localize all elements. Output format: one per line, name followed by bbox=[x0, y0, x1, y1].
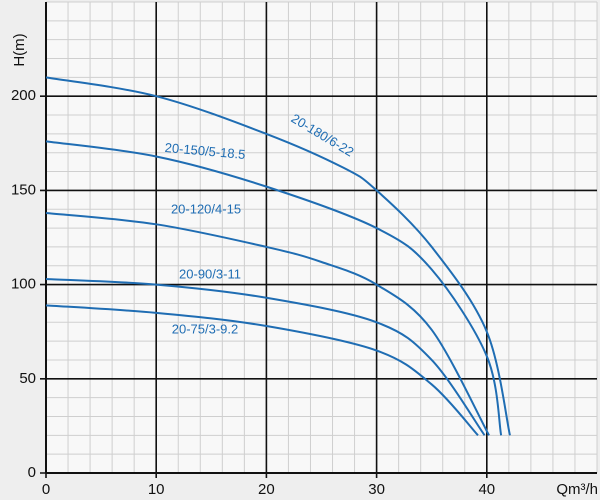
x-axis-label: Qm³/h bbox=[556, 481, 598, 498]
y-tick-label: 50 bbox=[19, 370, 36, 387]
y-tick-label: 0 bbox=[28, 464, 36, 481]
y-tick-label: 150 bbox=[11, 181, 36, 198]
y-tick-label: 100 bbox=[11, 276, 36, 293]
plot-area bbox=[46, 2, 597, 473]
curve-label: 20-75/3-9.2 bbox=[172, 321, 239, 336]
pump-curve bbox=[45, 76, 511, 436]
x-tick-label: 40 bbox=[478, 481, 495, 498]
x-tick-label: 10 bbox=[148, 481, 165, 498]
pump-curve bbox=[45, 277, 486, 436]
curve-label: 20-150/5-18.5 bbox=[164, 140, 246, 162]
pump-curve bbox=[45, 304, 479, 436]
x-tick-label: 20 bbox=[258, 481, 275, 498]
curve-label: 20-120/4-15 bbox=[171, 201, 241, 216]
y-axis-label: H(m) bbox=[11, 33, 28, 66]
pump-curve bbox=[45, 212, 490, 436]
pump-curve bbox=[45, 140, 503, 436]
x-tick-label: 30 bbox=[368, 481, 385, 498]
curve-label: 20-90/3-11 bbox=[179, 266, 241, 281]
y-tick-label: 200 bbox=[11, 87, 36, 104]
x-tick-label: 0 bbox=[42, 481, 50, 498]
